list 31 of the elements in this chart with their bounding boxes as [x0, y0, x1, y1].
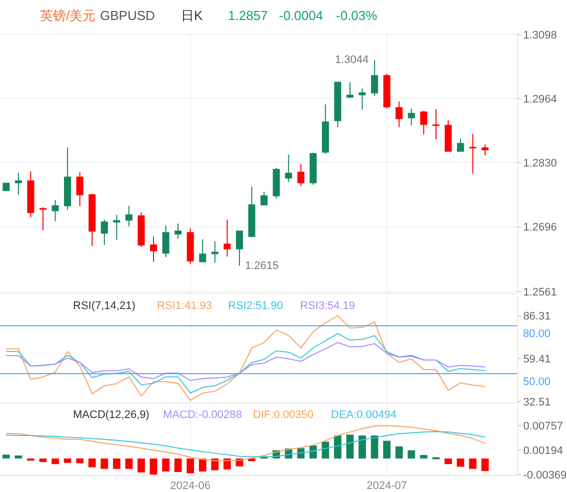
annotation: 1.2615	[245, 260, 279, 272]
chart-title: 英镑/美元	[40, 8, 96, 23]
ref-line-label: 80.00	[523, 328, 551, 340]
annotation: 1.3044	[335, 54, 369, 66]
y-tick-label: 1.3098	[523, 29, 557, 42]
text: RSI1:41.93	[157, 300, 212, 312]
annotation: MACD:-0.00288	[163, 409, 242, 421]
ref-line-label: 50.00	[523, 376, 551, 388]
text: RSI3:54.19	[300, 300, 356, 312]
y-tick-label: 0.00757	[523, 420, 563, 433]
text: -0.0004	[279, 8, 324, 23]
chart-title: RSI(7,14,21)	[73, 300, 136, 312]
text: 日K	[181, 8, 203, 23]
y-tick-label: 32.51	[523, 396, 551, 408]
y-tick-label: 1.2830	[523, 158, 557, 170]
y-tick-label: -0.00369	[523, 469, 567, 482]
y-tick-label: 1.2696	[523, 222, 557, 234]
y-tick-label: 0.00194	[523, 444, 563, 457]
y-tick-label: 1.2561	[523, 286, 557, 298]
x-tick-label: 2024-07	[366, 480, 408, 492]
x-tick-label: 2024-06	[170, 480, 211, 492]
text: RSI2:51.90	[228, 300, 284, 312]
y-tick-label: 1.2964	[523, 93, 557, 106]
text: MACD(12,26,9)	[73, 409, 150, 421]
chart-subtitle: GBPUSD	[100, 8, 155, 23]
series-label: DEA:0.00494	[331, 409, 396, 421]
text: DIF:0.00350	[253, 409, 314, 421]
y-tick-label: 59.41	[523, 353, 551, 366]
y-tick-label: 86.31	[523, 310, 551, 323]
text: -0.03%	[336, 8, 378, 23]
text: 1.2857	[228, 8, 268, 23]
